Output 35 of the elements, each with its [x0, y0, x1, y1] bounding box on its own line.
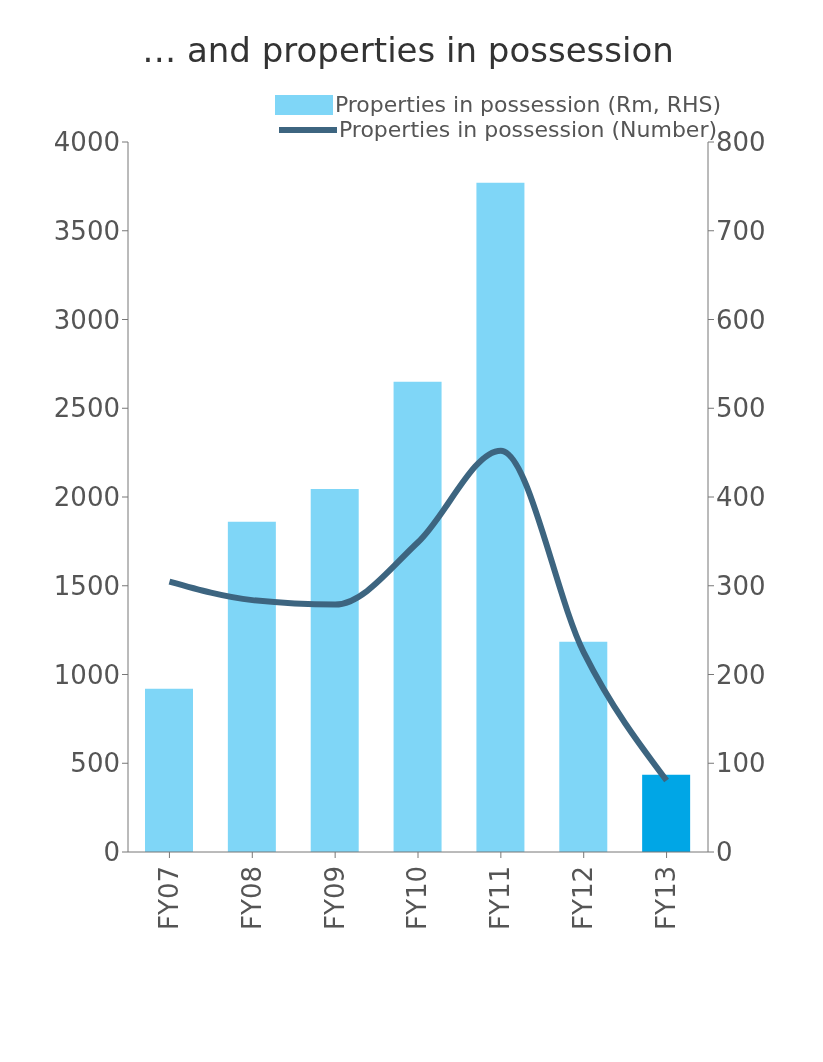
- y-tick-label: 0: [103, 837, 120, 868]
- x-tick-label: FY13: [651, 866, 682, 930]
- bar: [145, 688, 193, 852]
- y2-tick-label: 800: [716, 127, 766, 158]
- y2-tick-label: 0: [716, 837, 733, 868]
- x-tick-label: FY11: [485, 866, 516, 930]
- bar: [393, 381, 442, 852]
- y-tick-label: 500: [70, 748, 120, 779]
- bar: [310, 489, 359, 852]
- y-tick-label: 1000: [53, 659, 120, 690]
- y2-tick-label: 100: [716, 748, 766, 779]
- bar: [227, 521, 276, 852]
- y-tick-label: 4000: [53, 127, 120, 158]
- y2-tick-label: 500: [716, 393, 766, 424]
- y2-tick-label: 600: [716, 304, 766, 335]
- bar: [642, 774, 691, 852]
- x-tick-label: FY07: [153, 866, 184, 930]
- x-tick-label: FY09: [319, 866, 350, 930]
- x-tick-label: FY10: [402, 866, 433, 930]
- y2-tick-label: 400: [716, 482, 766, 513]
- x-tick-label: FY08: [236, 866, 267, 930]
- chart-title: … and properties in possession: [141, 30, 675, 70]
- y-tick-label: 3000: [53, 304, 120, 335]
- legend-label: Properties in possession (Rm, RHS): [334, 92, 722, 117]
- y-tick-label: 1500: [53, 570, 120, 601]
- y2-tick-label: 300: [716, 570, 766, 601]
- bar: [559, 641, 608, 852]
- x-tick-label: FY12: [568, 866, 599, 930]
- y2-tick-label: 700: [716, 215, 766, 246]
- bar: [476, 182, 525, 852]
- y-tick-label: 2500: [53, 393, 120, 424]
- y-tick-label: 3500: [53, 215, 120, 246]
- y-tick-label: 2000: [53, 482, 120, 513]
- y2-tick-label: 200: [716, 659, 766, 690]
- legend-label: Properties in possession (Number): [338, 117, 718, 142]
